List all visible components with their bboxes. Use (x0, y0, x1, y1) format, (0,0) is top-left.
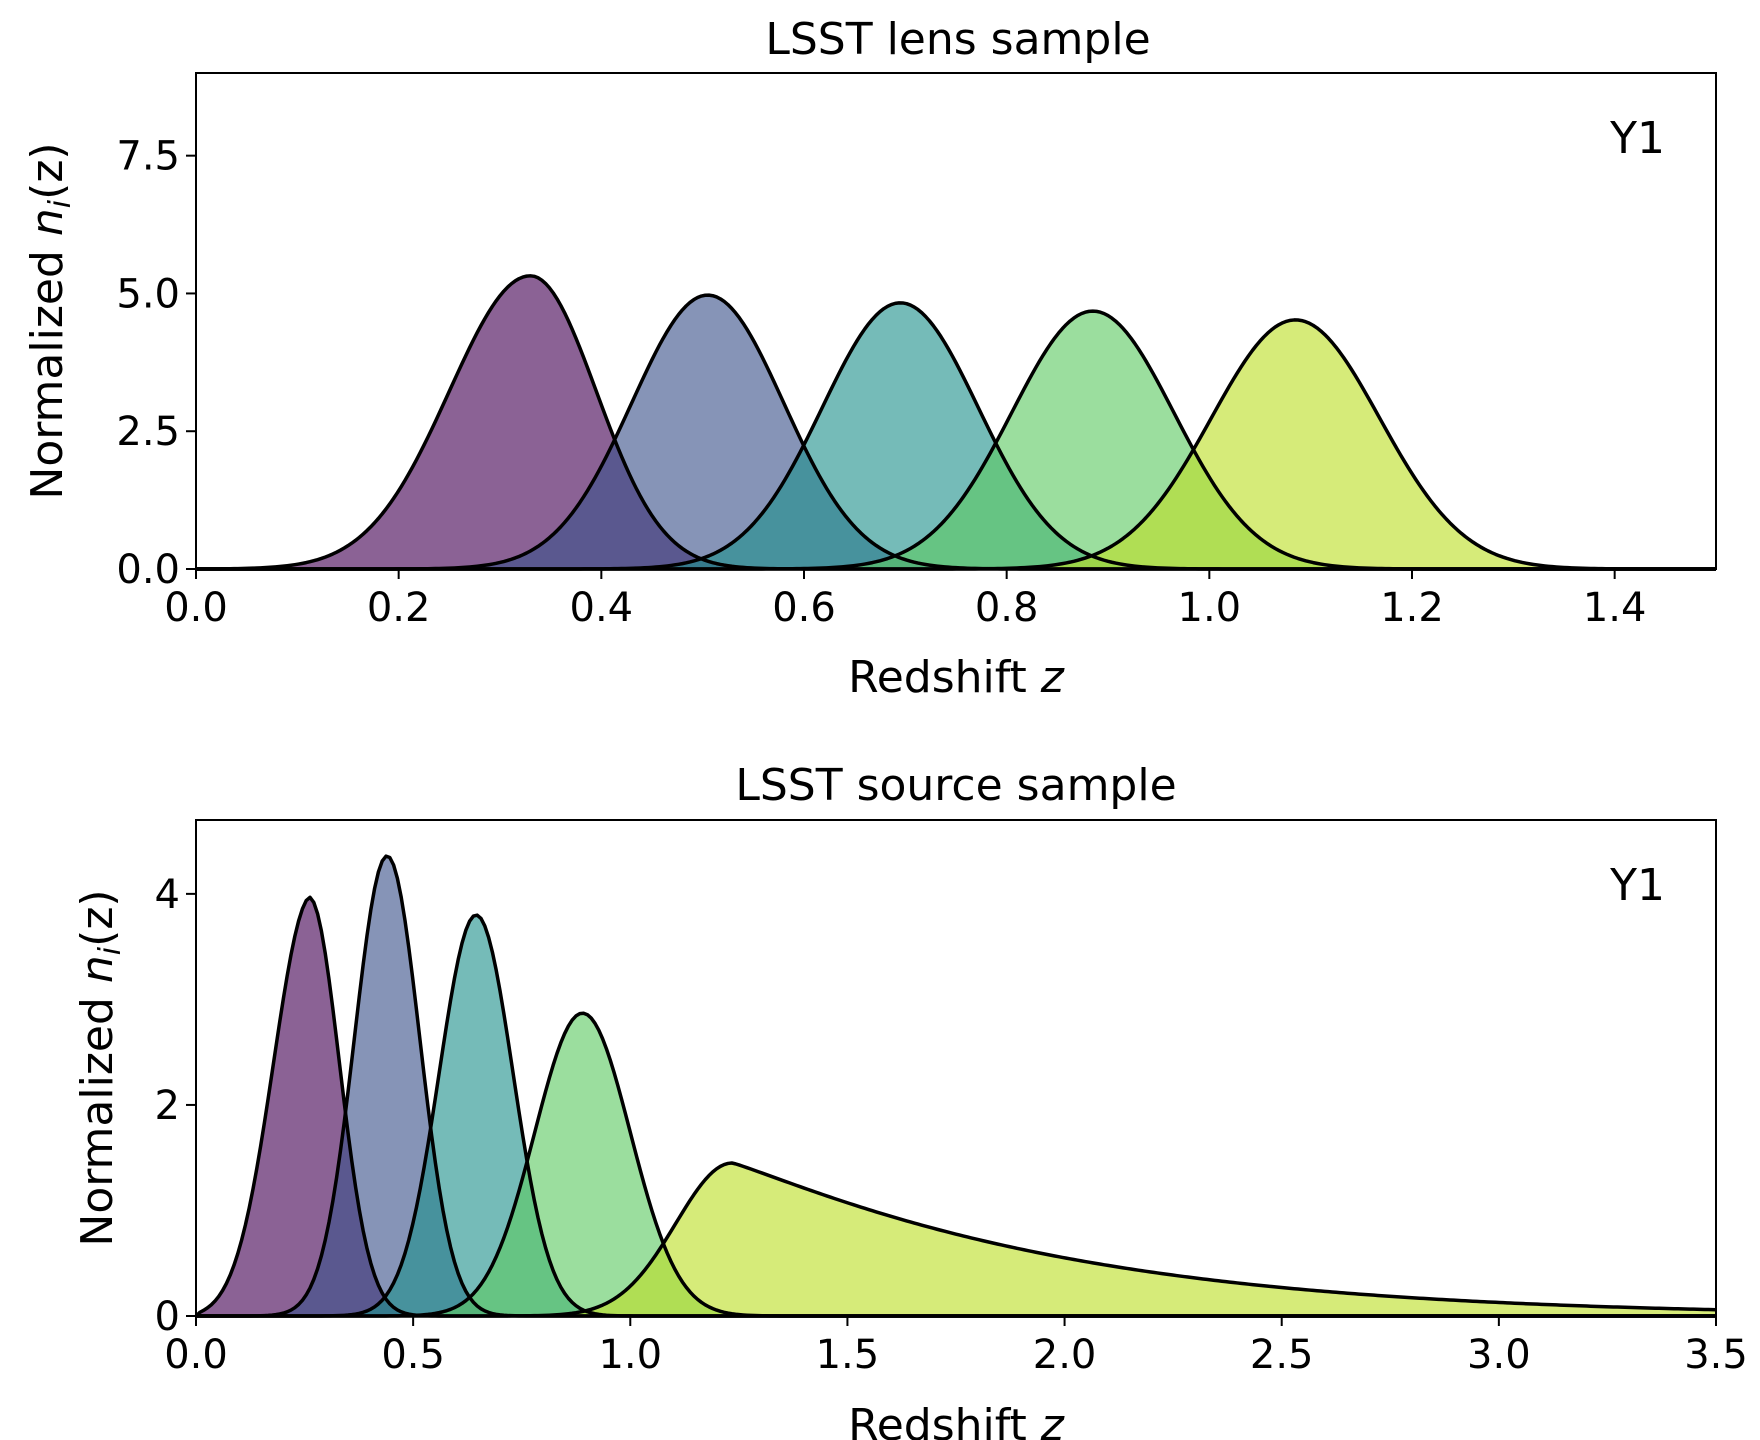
series-area-bin-4 (196, 1013, 1716, 1316)
chart-title: LSST lens sample (765, 14, 1150, 65)
series-layer (195, 274, 1716, 571)
series-area-bin-3 (196, 302, 1716, 569)
series-area-bin-5 (196, 1162, 1716, 1316)
chart-title: LSST source sample (735, 760, 1176, 811)
y-axis-label: Normalized ni(z) (72, 889, 128, 1246)
series-area-bin-5 (196, 319, 1716, 569)
y-tick-label: 0.0 (116, 547, 180, 593)
x-tick-label: 0.4 (570, 585, 634, 631)
lens-sample-chart: LSST lens sample 0.0 0.2 0.4 0.6 0.8 1.0 1.2 1.… (22, 14, 1717, 703)
series-area-bin-1 (196, 275, 1716, 569)
x-tick-label: 0.0 (164, 585, 228, 631)
y-tick-label: 0 (155, 1294, 180, 1340)
y-tick-label: 4 (155, 872, 180, 918)
y-tick-label: 2.5 (116, 409, 180, 455)
y-tick-label: 2 (155, 1083, 180, 1129)
x-axis-label: Redshift z (848, 1400, 1065, 1440)
x-tick-label: 3.5 (1684, 1332, 1748, 1378)
series-area-bin-4 (196, 311, 1716, 569)
x-tick-label: 0.8 (975, 585, 1039, 631)
x-tick-label: 0.2 (367, 585, 431, 631)
x-tick-label: 2.5 (1250, 1332, 1314, 1378)
ticks-layer: 0.0 0.5 1.0 1.5 2.0 2.5 3.0 3.5 0 2 4 (155, 872, 1748, 1378)
series-layer (194, 854, 1717, 1318)
ticks-layer: 0.0 0.2 0.4 0.6 0.8 1.0 1.2 1.4 0.0 2.5 5.0 7.5 (116, 134, 1646, 631)
x-tick-label: 0.6 (772, 585, 836, 631)
y-tick-label: 5.0 (116, 271, 180, 317)
x-axis-label: Redshift z (848, 652, 1065, 703)
year-annotation: Y1 (1609, 860, 1665, 911)
y-axis-label: Normalized ni(z) (22, 142, 78, 499)
y-tick-label: 7.5 (116, 134, 180, 180)
source-sample-chart: LSST source sample 0.0 0.5 1.0 1.5 2.0 2.5 3.0… (72, 760, 1748, 1440)
x-tick-label: 0.5 (381, 1332, 445, 1378)
x-tick-label: 1.5 (816, 1332, 880, 1378)
x-tick-label: 1.0 (1178, 585, 1242, 631)
x-tick-label: 3.0 (1467, 1332, 1531, 1378)
x-tick-label: 0.0 (164, 1332, 228, 1378)
x-tick-label: 1.4 (1583, 585, 1647, 631)
series-area-bin-3 (196, 915, 1716, 1316)
series-area-bin-2 (196, 856, 1716, 1316)
x-tick-label: 2.0 (1033, 1332, 1097, 1378)
x-tick-label: 1.0 (598, 1332, 662, 1378)
plot-frame (195, 819, 1717, 1317)
plot-frame (195, 72, 1717, 570)
x-tick-label: 1.2 (1380, 585, 1444, 631)
year-annotation: Y1 (1609, 113, 1665, 164)
